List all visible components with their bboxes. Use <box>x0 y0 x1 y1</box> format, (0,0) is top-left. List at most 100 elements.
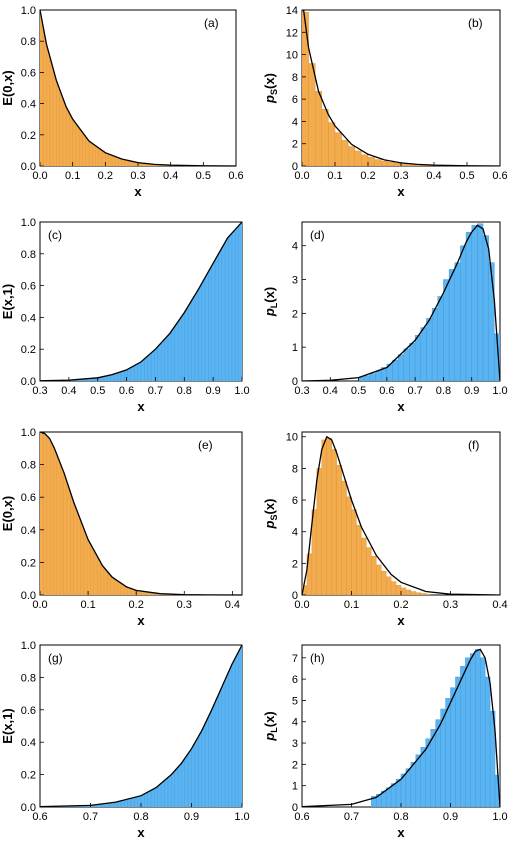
y-tick-label: 6 <box>292 674 298 686</box>
histogram-bar <box>387 162 395 166</box>
y-tick-label: 2 <box>292 308 298 320</box>
area-stripes <box>43 651 239 807</box>
y-tick-label: 1.0 <box>21 217 36 229</box>
x-tick-label: 0.3 <box>294 385 309 397</box>
y-tick-label: 0.8 <box>21 36 36 48</box>
x-axis-label: x <box>134 184 142 199</box>
x-tick-label: 1.0 <box>492 811 507 823</box>
histogram-bar <box>341 140 349 166</box>
y-tick-label: 0.0 <box>21 376 36 388</box>
chart-panel-d: 0.3 0.4 0.5 0.6 0.7 0.8 0.9 1.0 0 1 2 3 4 x pL(x) (d) <box>262 221 508 414</box>
y-tick-label: 1 <box>292 342 298 354</box>
x-tick-label: 0.9 <box>184 811 199 823</box>
histogram-bar <box>346 496 352 595</box>
histogram-bar <box>471 225 478 381</box>
histogram-bar <box>315 91 323 166</box>
histogram-bar <box>448 269 455 381</box>
y-tick-label: 0.0 <box>21 802 36 814</box>
histogram-bar <box>321 108 329 166</box>
y-tick-label: 0 <box>292 376 298 388</box>
y-tick-label: 1.0 <box>21 640 36 652</box>
area-fill <box>40 222 242 381</box>
x-axis-label: x <box>397 399 405 414</box>
histogram-bar <box>409 342 416 381</box>
y-tick-label: 0.0 <box>21 590 36 602</box>
histogram-bar <box>385 787 392 807</box>
histogram-bar <box>426 318 433 381</box>
data-curve <box>39 644 243 808</box>
x-tick-label: 0.4 <box>323 385 338 397</box>
bars <box>358 223 500 381</box>
histogram-bar <box>390 783 397 807</box>
data-curve <box>39 431 243 596</box>
histogram-bar <box>400 587 407 595</box>
y-tick-label: 2 <box>292 558 298 570</box>
y-tick-label: 4 <box>292 527 298 539</box>
chart-panel-h: 0.6 0.7 0.8 0.9 1.0 0 1 2 3 4 5 6 7 x pL(x) (h) <box>262 644 508 840</box>
x-tick-label: 0.9 <box>464 385 479 397</box>
histogram-bar <box>488 262 495 381</box>
y-tick-label: 3 <box>292 738 298 750</box>
panel-label: (c) <box>48 228 62 242</box>
x-tick-label: 0.7 <box>83 811 98 823</box>
histogram-bar <box>381 160 389 166</box>
area-stripes <box>43 225 239 381</box>
x-tick-label: 0.8 <box>393 811 408 823</box>
y-tick-label: 14 <box>286 5 298 17</box>
histogram-bar <box>400 163 408 166</box>
histogram-bar <box>470 653 476 807</box>
y-tick-label: 1.0 <box>21 5 36 17</box>
x-tick-label: 0.8 <box>177 385 192 397</box>
y-tick-label: 0.6 <box>21 67 36 79</box>
histogram-bar <box>361 154 369 166</box>
y-tick-label: 0.0 <box>21 161 36 173</box>
y-tick-label: 0.8 <box>21 460 36 472</box>
x-tick-label: 0.7 <box>148 385 163 397</box>
histogram-bar <box>420 747 426 807</box>
histogram-bar <box>390 581 397 595</box>
panel-label: (g) <box>48 651 63 665</box>
histogram-bar <box>376 564 382 595</box>
histogram-bar <box>369 373 376 381</box>
histogram-bar <box>415 592 422 595</box>
y-tick-label: 0.2 <box>21 770 36 782</box>
y-tick-label: 6 <box>292 94 298 106</box>
y-axis-label: pS(x) <box>262 73 279 104</box>
panel-label: (f) <box>468 438 479 452</box>
x-tick-label: 0.1 <box>80 599 95 611</box>
y-axis-label: E(0,x) <box>0 496 15 531</box>
histogram-bar <box>394 163 402 166</box>
histogram-bar <box>435 719 441 807</box>
y-tick-label: 1.0 <box>21 427 36 439</box>
y-tick-label: 0.8 <box>21 249 36 261</box>
histogram-bar <box>425 593 431 595</box>
curve-group <box>302 648 500 807</box>
x-tick-label: 0.6 <box>228 170 243 182</box>
x-tick-label: 0.4 <box>426 170 441 182</box>
x-tick-label: 0.3 <box>32 385 47 397</box>
x-axis-label: x <box>397 613 405 628</box>
x-tick-label: 0.5 <box>90 385 105 397</box>
panel-label: (h) <box>310 651 325 665</box>
y-tick-label: 0 <box>292 161 298 173</box>
histogram-bar <box>331 449 337 595</box>
y-axis-label: pS(x) <box>262 499 279 530</box>
y-tick-label: 8 <box>292 72 298 84</box>
histogram-bar <box>356 525 362 595</box>
x-tick-label: 1.0 <box>492 385 507 397</box>
x-axis-label: x <box>397 825 405 840</box>
histogram-bar <box>450 687 456 807</box>
density-curve <box>302 224 500 381</box>
y-tick-label: 0.4 <box>21 99 36 111</box>
x-tick-label: 0.5 <box>351 385 366 397</box>
x-tick-label: 0.7 <box>344 811 359 823</box>
histogram-bar <box>414 335 422 381</box>
x-tick-label: 0.3 <box>177 599 192 611</box>
y-tick-label: 8 <box>292 463 298 475</box>
histogram-bar <box>336 465 342 595</box>
curve-group <box>302 224 500 381</box>
chart-panel-f: 0.0 0.1 0.2 0.3 0.4 0 2 4 6 8 10 x pS(x) (f) <box>262 431 508 628</box>
x-tick-label: 0.6 <box>119 385 134 397</box>
x-tick-label: 0.3 <box>443 599 458 611</box>
